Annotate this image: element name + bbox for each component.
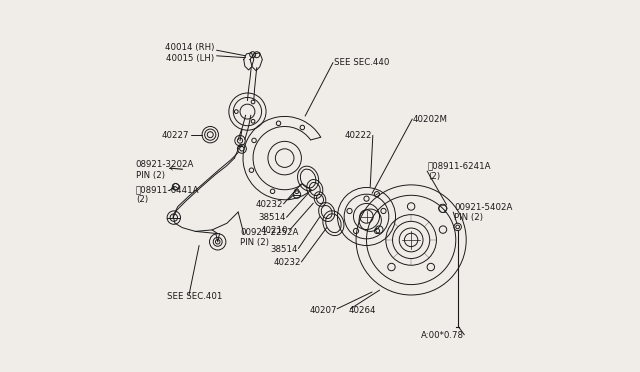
- Text: 08921-3202A
PIN (2): 08921-3202A PIN (2): [136, 160, 194, 180]
- Text: Ⓝ08911-6441A
(2): Ⓝ08911-6441A (2): [136, 185, 200, 204]
- Text: 38514: 38514: [270, 245, 298, 254]
- Text: 00921-2252A
PIN (2): 00921-2252A PIN (2): [240, 228, 298, 247]
- Text: 40202M: 40202M: [413, 115, 448, 124]
- Text: SEE SEC.440: SEE SEC.440: [334, 58, 390, 67]
- Text: 00921-5402A
PIN (2): 00921-5402A PIN (2): [454, 203, 512, 222]
- Text: 40264: 40264: [349, 306, 376, 315]
- Text: 40232: 40232: [273, 258, 301, 267]
- Text: 40207: 40207: [309, 306, 337, 315]
- Text: 40014 (RH)
40015 (LH): 40014 (RH) 40015 (LH): [164, 43, 214, 62]
- Text: A:00*0.78: A:00*0.78: [421, 331, 465, 340]
- Text: 40222: 40222: [344, 131, 372, 140]
- Text: 40227: 40227: [161, 131, 189, 140]
- Text: 40210: 40210: [261, 226, 289, 235]
- Text: 40232: 40232: [255, 200, 283, 209]
- Text: SEE SEC.401: SEE SEC.401: [167, 292, 222, 301]
- Text: Ⓝ08911-6241A
(2): Ⓝ08911-6241A (2): [428, 161, 492, 181]
- Text: 38514: 38514: [259, 213, 286, 222]
